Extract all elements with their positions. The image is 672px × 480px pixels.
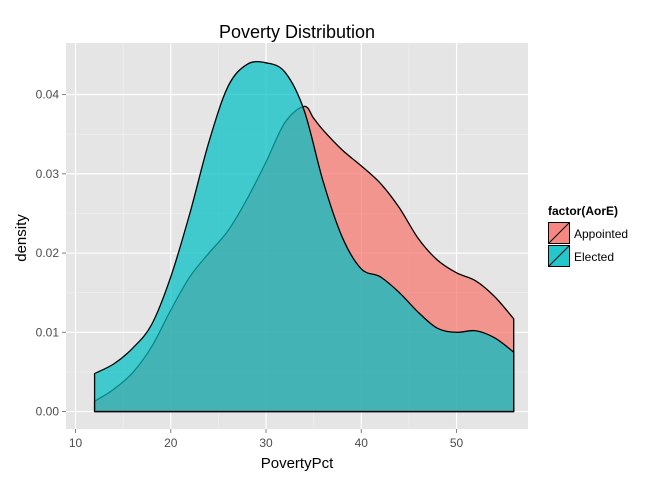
y-tick-label: 0.00 bbox=[36, 405, 60, 419]
legend-label-elected: Elected bbox=[574, 250, 614, 264]
legend-title: factor(AorE) bbox=[548, 204, 618, 218]
legend: factor(AorE) Appointed Elected bbox=[547, 204, 628, 268]
x-axis-title: PovertyPct bbox=[261, 455, 334, 472]
y-axis-title: density bbox=[13, 214, 30, 262]
x-tick-label: 40 bbox=[355, 436, 369, 450]
density-areas bbox=[93, 60, 515, 413]
x-axis-ticks: 10 20 30 40 50 bbox=[69, 429, 464, 450]
legend-swatch-slash bbox=[548, 222, 570, 244]
x-tick-label: 10 bbox=[69, 436, 83, 450]
y-axis-ticks: 0.00 0.01 0.02 0.03 0.04 bbox=[36, 88, 66, 419]
y-tick-label: 0.02 bbox=[36, 246, 60, 260]
chart-title: Poverty Distribution bbox=[219, 22, 375, 42]
x-tick-label: 20 bbox=[164, 436, 178, 450]
y-tick-label: 0.01 bbox=[36, 325, 60, 339]
y-tick-label: 0.04 bbox=[36, 88, 60, 102]
y-tick-label: 0.03 bbox=[36, 167, 60, 181]
density-area-elected bbox=[93, 60, 515, 413]
legend-label-appointed: Appointed bbox=[574, 227, 628, 241]
x-tick-label: 30 bbox=[259, 436, 273, 450]
legend-swatch-slash bbox=[548, 245, 570, 267]
x-tick-label: 50 bbox=[450, 436, 464, 450]
